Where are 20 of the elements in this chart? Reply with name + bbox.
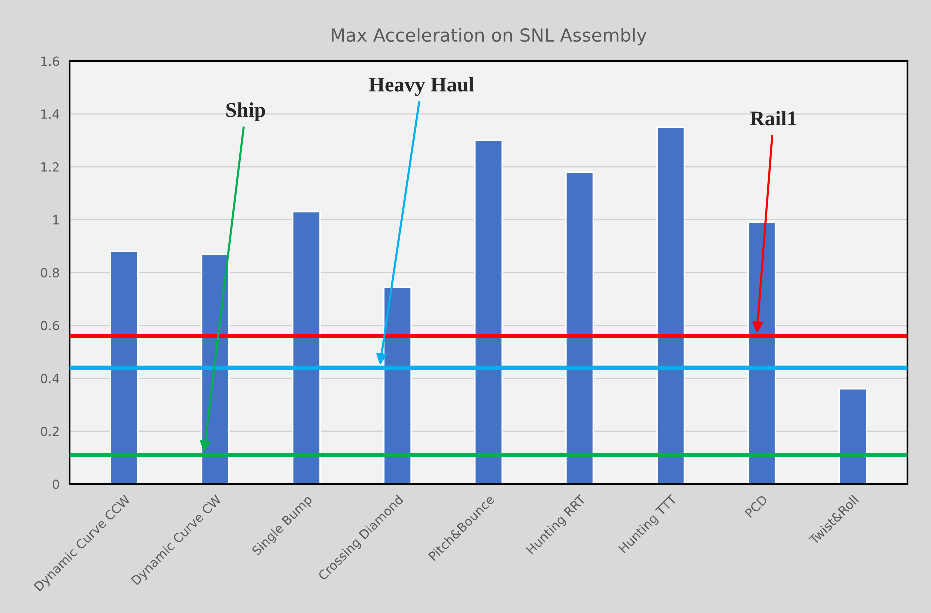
y-tick-label: 1 — [54, 216, 59, 225]
y-tick-label: 0 — [52, 480, 60, 490]
ref-line-label: Ship — [226, 102, 266, 122]
y-tick-label: 0.4 — [41, 374, 60, 384]
y-tick-label: 0.6 — [41, 321, 60, 331]
bar — [474, 140, 504, 484]
chart-title: Max Acceleration on SNL Assembly — [332, 28, 647, 46]
y-tick-label: 1.2 — [42, 162, 59, 172]
bar — [838, 388, 868, 484]
ref-line-label: Rail1 — [750, 111, 796, 126]
y-tick-label: 0.2 — [41, 426, 59, 436]
bar — [656, 126, 686, 484]
y-tick-label: 1.4 — [42, 110, 60, 119]
y-tick-label: 1.6 — [42, 56, 60, 66]
bar — [110, 250, 139, 484]
y-tick-label: 0.8 — [41, 268, 60, 278]
ref-line-label: Heavy Haul — [369, 77, 474, 96]
bar — [565, 172, 594, 484]
bar — [383, 286, 412, 484]
bar — [292, 211, 321, 484]
